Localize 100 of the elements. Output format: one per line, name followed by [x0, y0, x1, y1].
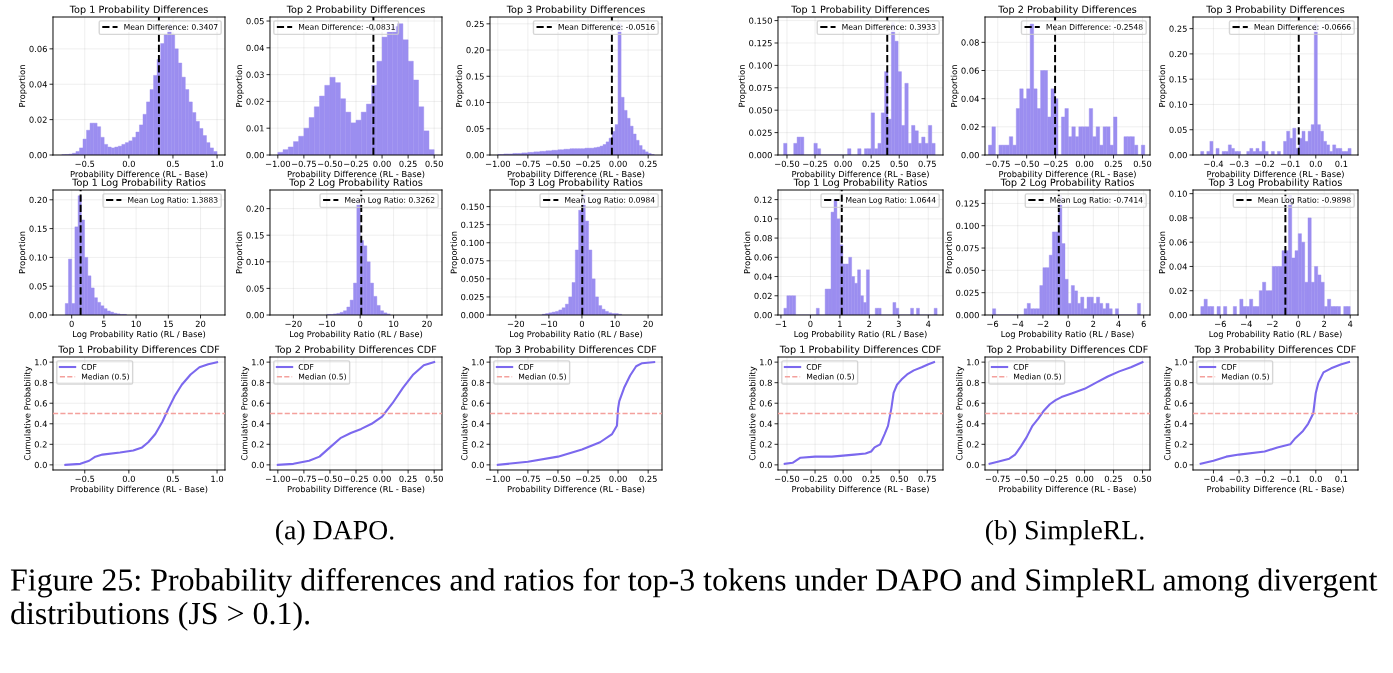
y-tick-label: 1.0	[252, 359, 264, 366]
y-tick-label: 0.125	[956, 200, 979, 207]
x-tick-label: 10	[389, 320, 399, 328]
x-tick-label: −0.1	[1280, 475, 1300, 483]
x-tick-label: −1.00	[485, 160, 511, 168]
chart-title: Top 1 Probability Differences CDF	[779, 345, 941, 355]
x-axis-title: Probability Difference (RL - Base)	[999, 485, 1136, 494]
x-tick-label: −2	[1266, 320, 1278, 327]
x-tick-label: 0.25	[862, 475, 880, 483]
y-axis-title: Proportion	[945, 231, 954, 274]
y-tick-label: 0.075	[749, 84, 772, 92]
y-tick-label: 0.4	[759, 420, 772, 428]
y-tick-label: 0.8	[251, 379, 264, 386]
x-axis-title: Probability Difference (RL - Base)	[287, 485, 425, 494]
x-tick-label: −4	[1012, 320, 1024, 327]
x-tick-label: −0.25	[344, 160, 369, 168]
y-axis-title: Proportion	[18, 231, 27, 274]
y-tick-label: 0.02	[29, 116, 47, 123]
chart-title: Top 1 Log Probability Ratios	[72, 178, 206, 188]
y-tick-label: 0.05	[29, 283, 47, 290]
x-tick-label: −0.4	[1204, 160, 1224, 168]
y-tick-label: 0.05	[1169, 126, 1187, 134]
y-tick-label: 0.00	[246, 151, 264, 159]
x-tick-label: 5	[101, 320, 106, 328]
chart-title: Top 2 Probability Differences CDF	[986, 345, 1148, 355]
caption: Figure 25: Probability differences and ratios for top-3 tokens under DAPO and SimpleRL among divergent distributions (JS > 0.1).	[10, 568, 1378, 631]
y-tick-label: 0.8	[34, 379, 47, 386]
x-tick-label: 1.0	[211, 475, 224, 483]
x-tick-label: −0.50	[775, 475, 800, 483]
x-tick-label: −4	[1241, 320, 1252, 327]
y-tick-label: 0.0	[251, 461, 264, 469]
x-tick-label: −0.75	[291, 475, 316, 483]
x-axis-title: Log Probability Ratio (RL / Base)	[794, 330, 927, 339]
y-tick-label: 0.12	[754, 196, 772, 203]
y-tick-label: 0.04	[961, 95, 979, 102]
y-tick-label: 0.10	[754, 215, 772, 223]
y-tick-label: 0.20	[466, 47, 484, 54]
y-tick-label: 0.10	[466, 99, 484, 106]
y-tick-label: 0.20	[29, 196, 47, 204]
y-tick-label: 0.02	[246, 98, 264, 105]
y-tick-label: 0.00	[29, 151, 47, 159]
y-tick-label: 0.10	[246, 258, 264, 266]
x-tick-label: −0.50	[1014, 475, 1039, 483]
x-tick-label: −0.3	[1229, 475, 1249, 483]
x-tick-label: 0.00	[834, 475, 852, 483]
chart-title: Top 2 Log Probability Ratios	[1000, 178, 1134, 188]
chart-title: Top 1 Probability Differences	[69, 5, 208, 15]
x-tick-label: 0.50	[425, 475, 443, 483]
x-tick-label: 0.1	[1335, 475, 1348, 483]
y-tick-label: 0.025	[749, 129, 772, 136]
y-axis-title: Cumulative Probability	[461, 366, 470, 461]
y-tick-label: 1.0	[967, 359, 979, 366]
y-tick-label: 0.06	[754, 254, 772, 261]
y-tick-label: 0.150	[749, 17, 772, 24]
x-tick-label: 1	[838, 320, 842, 327]
y-tick-label: 0.20	[1169, 50, 1187, 58]
x-tick-label: −0.25	[344, 475, 369, 483]
y-tick-label: 0.10	[29, 254, 47, 261]
chart-title: Top 2 Probability Differences	[998, 5, 1137, 15]
x-tick-label: −0.25	[1043, 475, 1068, 483]
x-tick-label: −0.50	[1014, 160, 1039, 168]
y-tick-label: 0.20	[246, 205, 264, 212]
y-tick-label: 0.0	[966, 461, 979, 469]
y-tick-label: 0.4	[966, 420, 979, 428]
y-tick-label: 0.06	[29, 45, 47, 53]
y-tick-label: 0.6	[251, 400, 264, 407]
y-tick-label: 0.150	[461, 203, 484, 210]
x-tick-label: −0.25	[1043, 160, 1068, 168]
y-tick-label: 0.050	[956, 267, 979, 274]
text: (a) DAPO.	[276, 520, 394, 546]
y-tick-label: 0.100	[749, 62, 772, 69]
y-axis-title: Proportion	[743, 231, 752, 274]
y-tick-label: 0.2	[251, 441, 264, 448]
y-tick-label: 0.125	[461, 221, 484, 228]
x-tick-label: −1.00	[485, 475, 511, 483]
x-tick-label: 0.5	[166, 475, 179, 483]
x-tick-label: 0.25	[1104, 160, 1123, 168]
chart-title: Top 1 Log Probability Ratios	[793, 178, 927, 188]
y-tick-label: 0.05	[246, 285, 264, 292]
x-tick-label: 0	[1066, 320, 1071, 328]
chart-title: Top 1 Probability Differences	[791, 5, 930, 15]
y-tick-label: 0.125	[749, 39, 772, 47]
x-axis-title: Log Probability Ratio (RL / Base)	[290, 330, 423, 339]
y-tick-label: 0.000	[749, 151, 772, 159]
x-tick-label: −0.25	[803, 160, 828, 168]
y-tick-label: 0.25	[466, 20, 484, 28]
y-tick-label: 0.00	[246, 311, 264, 319]
x-tick-label: 20	[422, 320, 432, 328]
y-axis-title: Cumulative Probability	[956, 366, 965, 461]
x-tick-label: 0.00	[373, 160, 391, 168]
y-tick-label: 0.06	[1169, 239, 1187, 246]
y-tick-label: 0.6	[471, 400, 484, 407]
y-tick-label: 1.0	[1175, 359, 1187, 366]
y-tick-label: 0.00	[1169, 151, 1187, 159]
y-axis-title: Cumulative Probability	[24, 366, 33, 461]
x-tick-label: 0.50	[890, 160, 908, 168]
x-axis-title: Probability Difference (RL - Base)	[1207, 170, 1344, 179]
x-tick-label: 20	[195, 320, 206, 328]
x-tick-label: 0.0	[122, 160, 135, 168]
x-tick-label: −1	[775, 320, 787, 327]
